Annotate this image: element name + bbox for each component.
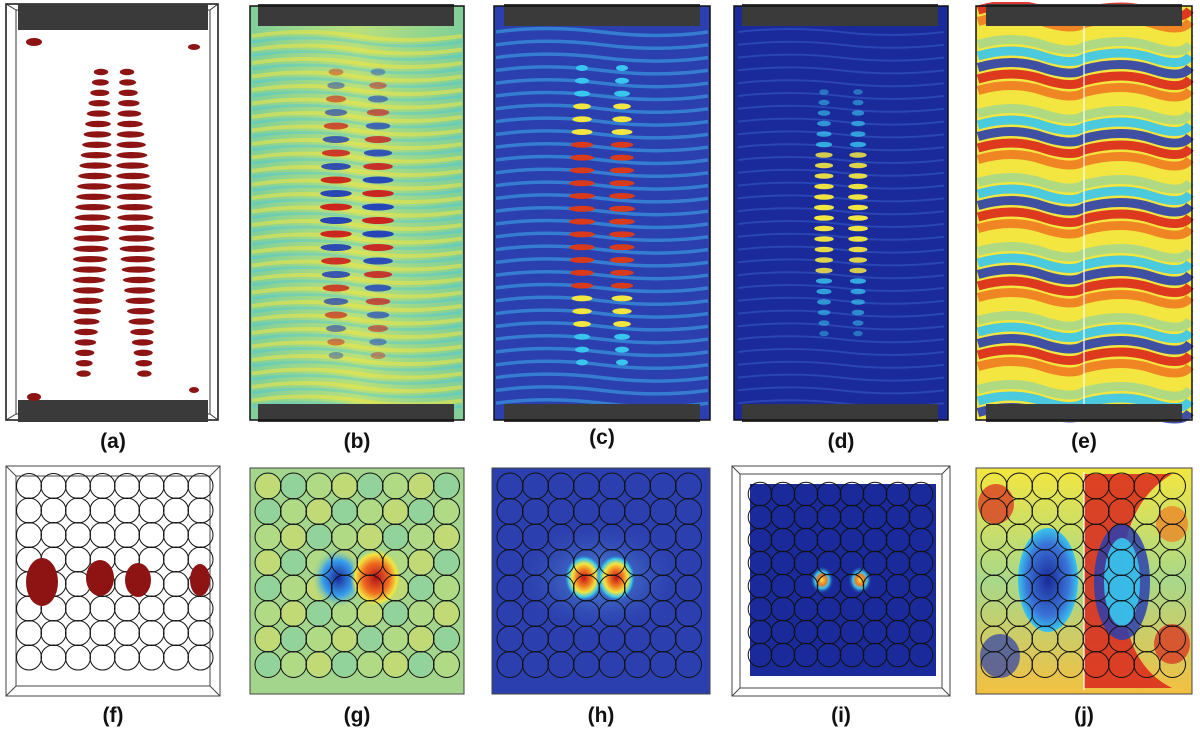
panel-i-intensity-top (730, 464, 952, 698)
panel-a-graphic (4, 2, 222, 424)
panel-i-graphic (730, 464, 952, 698)
fiber-circles (16, 473, 214, 671)
field-tint-cells (256, 474, 459, 677)
field-wave-bands (251, 30, 463, 412)
panel-h-label: (h) (587, 704, 615, 727)
isosurface-blobs (26, 558, 210, 606)
intensity-right-spot (848, 566, 872, 594)
magnitude-right-lobe (596, 554, 636, 602)
panel-e-phase-side (972, 2, 1196, 424)
panel-e-label: (e) (1071, 430, 1097, 453)
panel-d-intensity-side (730, 2, 952, 424)
panel-d-graphic (730, 2, 952, 424)
panel-d-label: (d) (827, 430, 855, 453)
panel-a-isosurface-side (4, 2, 222, 424)
field-negative-lobe (312, 548, 364, 608)
panel-i-label: (i) (831, 704, 851, 727)
field-lobes (320, 68, 394, 359)
panel-j-graphic (972, 464, 1196, 698)
fiber-circles (496, 472, 702, 678)
intensity-left-spot (810, 566, 834, 594)
intensity-faint-bands (737, 28, 945, 408)
fiber-circles (254, 472, 460, 678)
isosurface-lobes (72, 68, 156, 377)
panel-e-graphic (972, 2, 1196, 424)
panel-c-graphic (490, 2, 714, 424)
panel-c-magnitude-side (490, 2, 714, 424)
phase-left-region (1018, 528, 1078, 632)
fiber-circles (747, 481, 934, 668)
panel-b-graphic (246, 2, 468, 424)
magnitude-lobes (569, 65, 635, 366)
panel-b-field-side (246, 2, 468, 424)
panel-g-field-top (246, 464, 468, 698)
panel-f-label: (f) (102, 704, 124, 727)
panel-f-graphic (4, 464, 222, 698)
panel-c-label: (c) (589, 426, 615, 449)
panel-g-label: (g) (343, 704, 371, 727)
panel-g-graphic (246, 464, 468, 698)
phase-bands (976, 2, 1194, 424)
panel-a-label: (a) (100, 430, 126, 453)
panel-f-isosurface-top (4, 464, 222, 698)
fiber-circles (980, 472, 1186, 678)
field-positive-lobe (350, 548, 402, 608)
panel-h-graphic (488, 464, 714, 698)
panel-j-label: (j) (1074, 704, 1094, 727)
panel-h-magnitude-top (488, 464, 714, 698)
panel-b-label: (b) (343, 430, 371, 453)
panel-j-phase-top (972, 464, 1196, 698)
intensity-lobes (814, 89, 868, 337)
